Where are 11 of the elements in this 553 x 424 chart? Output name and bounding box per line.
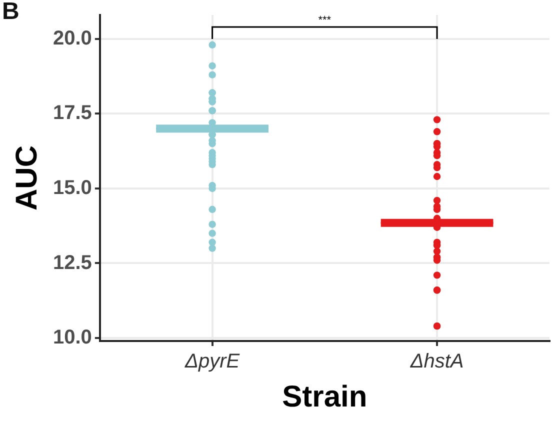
y-axis-title: AUC	[10, 146, 44, 210]
x-tick-label: ΔpyrE	[184, 350, 240, 373]
y-tick-label: 20.0	[52, 27, 92, 50]
y-tick-label: 17.5	[52, 102, 92, 124]
y-tick-label: 12.5	[52, 252, 92, 274]
y-tick-label: 15.0	[52, 176, 92, 199]
text: B	[2, 0, 20, 25]
annotation: ***	[318, 14, 332, 27]
x-tick-label: ΔhstA	[409, 350, 464, 373]
y-tick-label: 10.0	[52, 326, 92, 349]
x-axis-title: Strain	[282, 380, 368, 414]
